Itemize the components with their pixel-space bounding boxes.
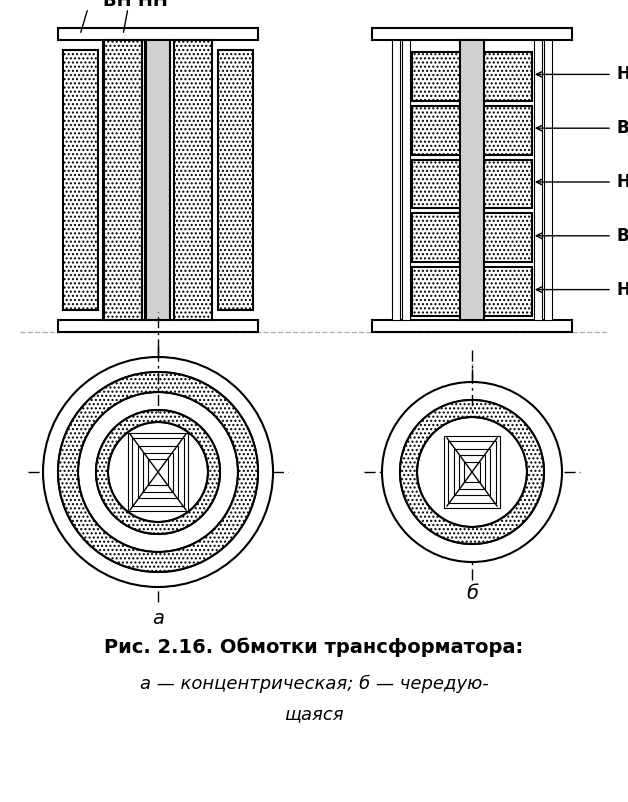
Circle shape bbox=[417, 417, 527, 527]
FancyBboxPatch shape bbox=[148, 459, 168, 485]
Circle shape bbox=[96, 410, 220, 534]
FancyBboxPatch shape bbox=[146, 40, 170, 320]
FancyBboxPatch shape bbox=[132, 438, 184, 506]
Circle shape bbox=[400, 400, 544, 544]
FancyBboxPatch shape bbox=[63, 50, 98, 310]
Circle shape bbox=[78, 392, 238, 552]
Circle shape bbox=[58, 372, 258, 572]
Text: а: а bbox=[152, 609, 164, 628]
FancyBboxPatch shape bbox=[412, 52, 532, 101]
FancyBboxPatch shape bbox=[412, 106, 532, 155]
FancyBboxPatch shape bbox=[128, 433, 188, 511]
Text: ВН: ВН bbox=[617, 227, 628, 245]
Text: а — концентрическая; б — чередую-: а — концентрическая; б — чередую- bbox=[139, 674, 489, 693]
FancyBboxPatch shape bbox=[372, 320, 572, 332]
FancyBboxPatch shape bbox=[392, 40, 400, 320]
Text: НН: НН bbox=[617, 173, 628, 191]
FancyBboxPatch shape bbox=[372, 28, 572, 40]
Circle shape bbox=[108, 422, 208, 522]
FancyBboxPatch shape bbox=[448, 441, 496, 503]
Text: Рис. 2.16. Обмотки трансформатора:: Рис. 2.16. Обмотки трансформатора: bbox=[104, 638, 524, 657]
FancyBboxPatch shape bbox=[544, 40, 552, 320]
FancyBboxPatch shape bbox=[459, 455, 485, 489]
FancyBboxPatch shape bbox=[174, 40, 212, 320]
FancyBboxPatch shape bbox=[58, 28, 258, 40]
FancyBboxPatch shape bbox=[454, 448, 490, 496]
Text: ВН НН: ВН НН bbox=[103, 0, 168, 10]
FancyBboxPatch shape bbox=[218, 50, 253, 310]
Text: ВН: ВН bbox=[617, 119, 628, 137]
FancyBboxPatch shape bbox=[444, 435, 500, 508]
FancyBboxPatch shape bbox=[104, 40, 142, 320]
FancyBboxPatch shape bbox=[412, 213, 532, 262]
FancyBboxPatch shape bbox=[58, 320, 258, 332]
Text: НН: НН bbox=[617, 281, 628, 298]
Circle shape bbox=[382, 382, 562, 562]
Circle shape bbox=[43, 357, 273, 587]
FancyBboxPatch shape bbox=[402, 40, 410, 320]
FancyBboxPatch shape bbox=[460, 40, 484, 320]
FancyBboxPatch shape bbox=[138, 446, 178, 498]
FancyBboxPatch shape bbox=[412, 160, 532, 209]
FancyBboxPatch shape bbox=[464, 462, 480, 482]
FancyBboxPatch shape bbox=[534, 40, 542, 320]
FancyBboxPatch shape bbox=[143, 452, 173, 492]
Text: НН: НН bbox=[617, 66, 628, 83]
Text: щаяся: щаяся bbox=[284, 705, 344, 723]
FancyBboxPatch shape bbox=[412, 267, 532, 316]
Text: б: б bbox=[466, 584, 478, 603]
